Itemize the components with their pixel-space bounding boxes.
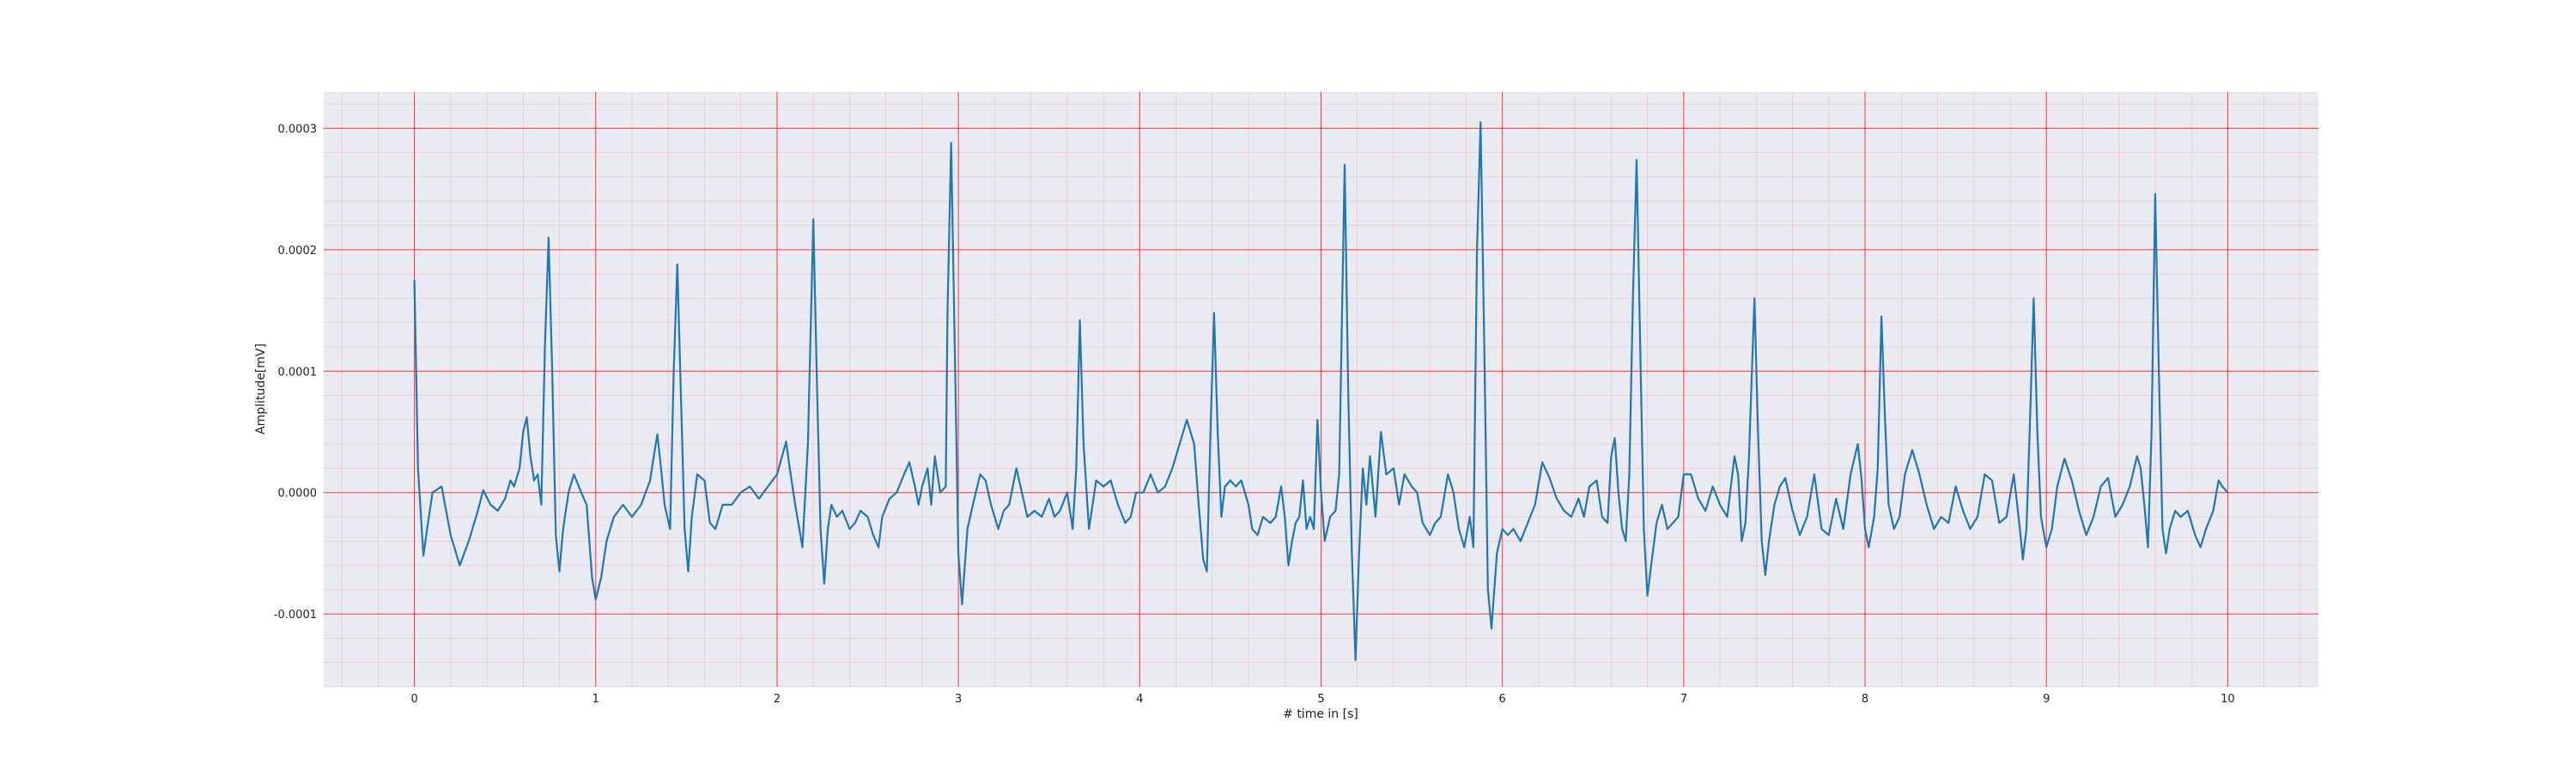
x-tick-label: 10 <box>2221 693 2235 706</box>
x-tick-label: 8 <box>1862 693 1868 706</box>
x-tick-label: 0 <box>410 693 417 706</box>
x-tick-label: 2 <box>774 693 781 706</box>
y-tick-label: 0.0000 <box>278 488 318 501</box>
x-axis-label: # time in [s] <box>1283 707 1358 721</box>
x-tick-label: 1 <box>592 693 599 706</box>
series-line <box>413 121 2229 661</box>
y-tick-labels: -0.0001 0.0000 0.0001 0.0002 0.0003 <box>274 123 317 622</box>
x-tick-label: 4 <box>1136 693 1143 706</box>
x-tick-label: 6 <box>1499 693 1506 706</box>
y-tick-label: 0.0001 <box>278 366 318 379</box>
x-tick-label: 3 <box>955 693 962 706</box>
y-tick-label: -0.0001 <box>274 609 317 622</box>
x-tick-labels: 0 1 2 3 4 5 6 7 8 9 10 <box>410 693 2234 706</box>
y-axis-label: Amplitude[mV] <box>254 343 268 434</box>
x-tick-label: 7 <box>1680 693 1687 706</box>
x-tick-label: 5 <box>1317 693 1324 706</box>
series-layer <box>413 121 2229 661</box>
y-tick-label: 0.0003 <box>278 123 318 136</box>
y-tick-label: 0.0002 <box>278 245 318 258</box>
x-tick-label: 9 <box>2043 693 2050 706</box>
